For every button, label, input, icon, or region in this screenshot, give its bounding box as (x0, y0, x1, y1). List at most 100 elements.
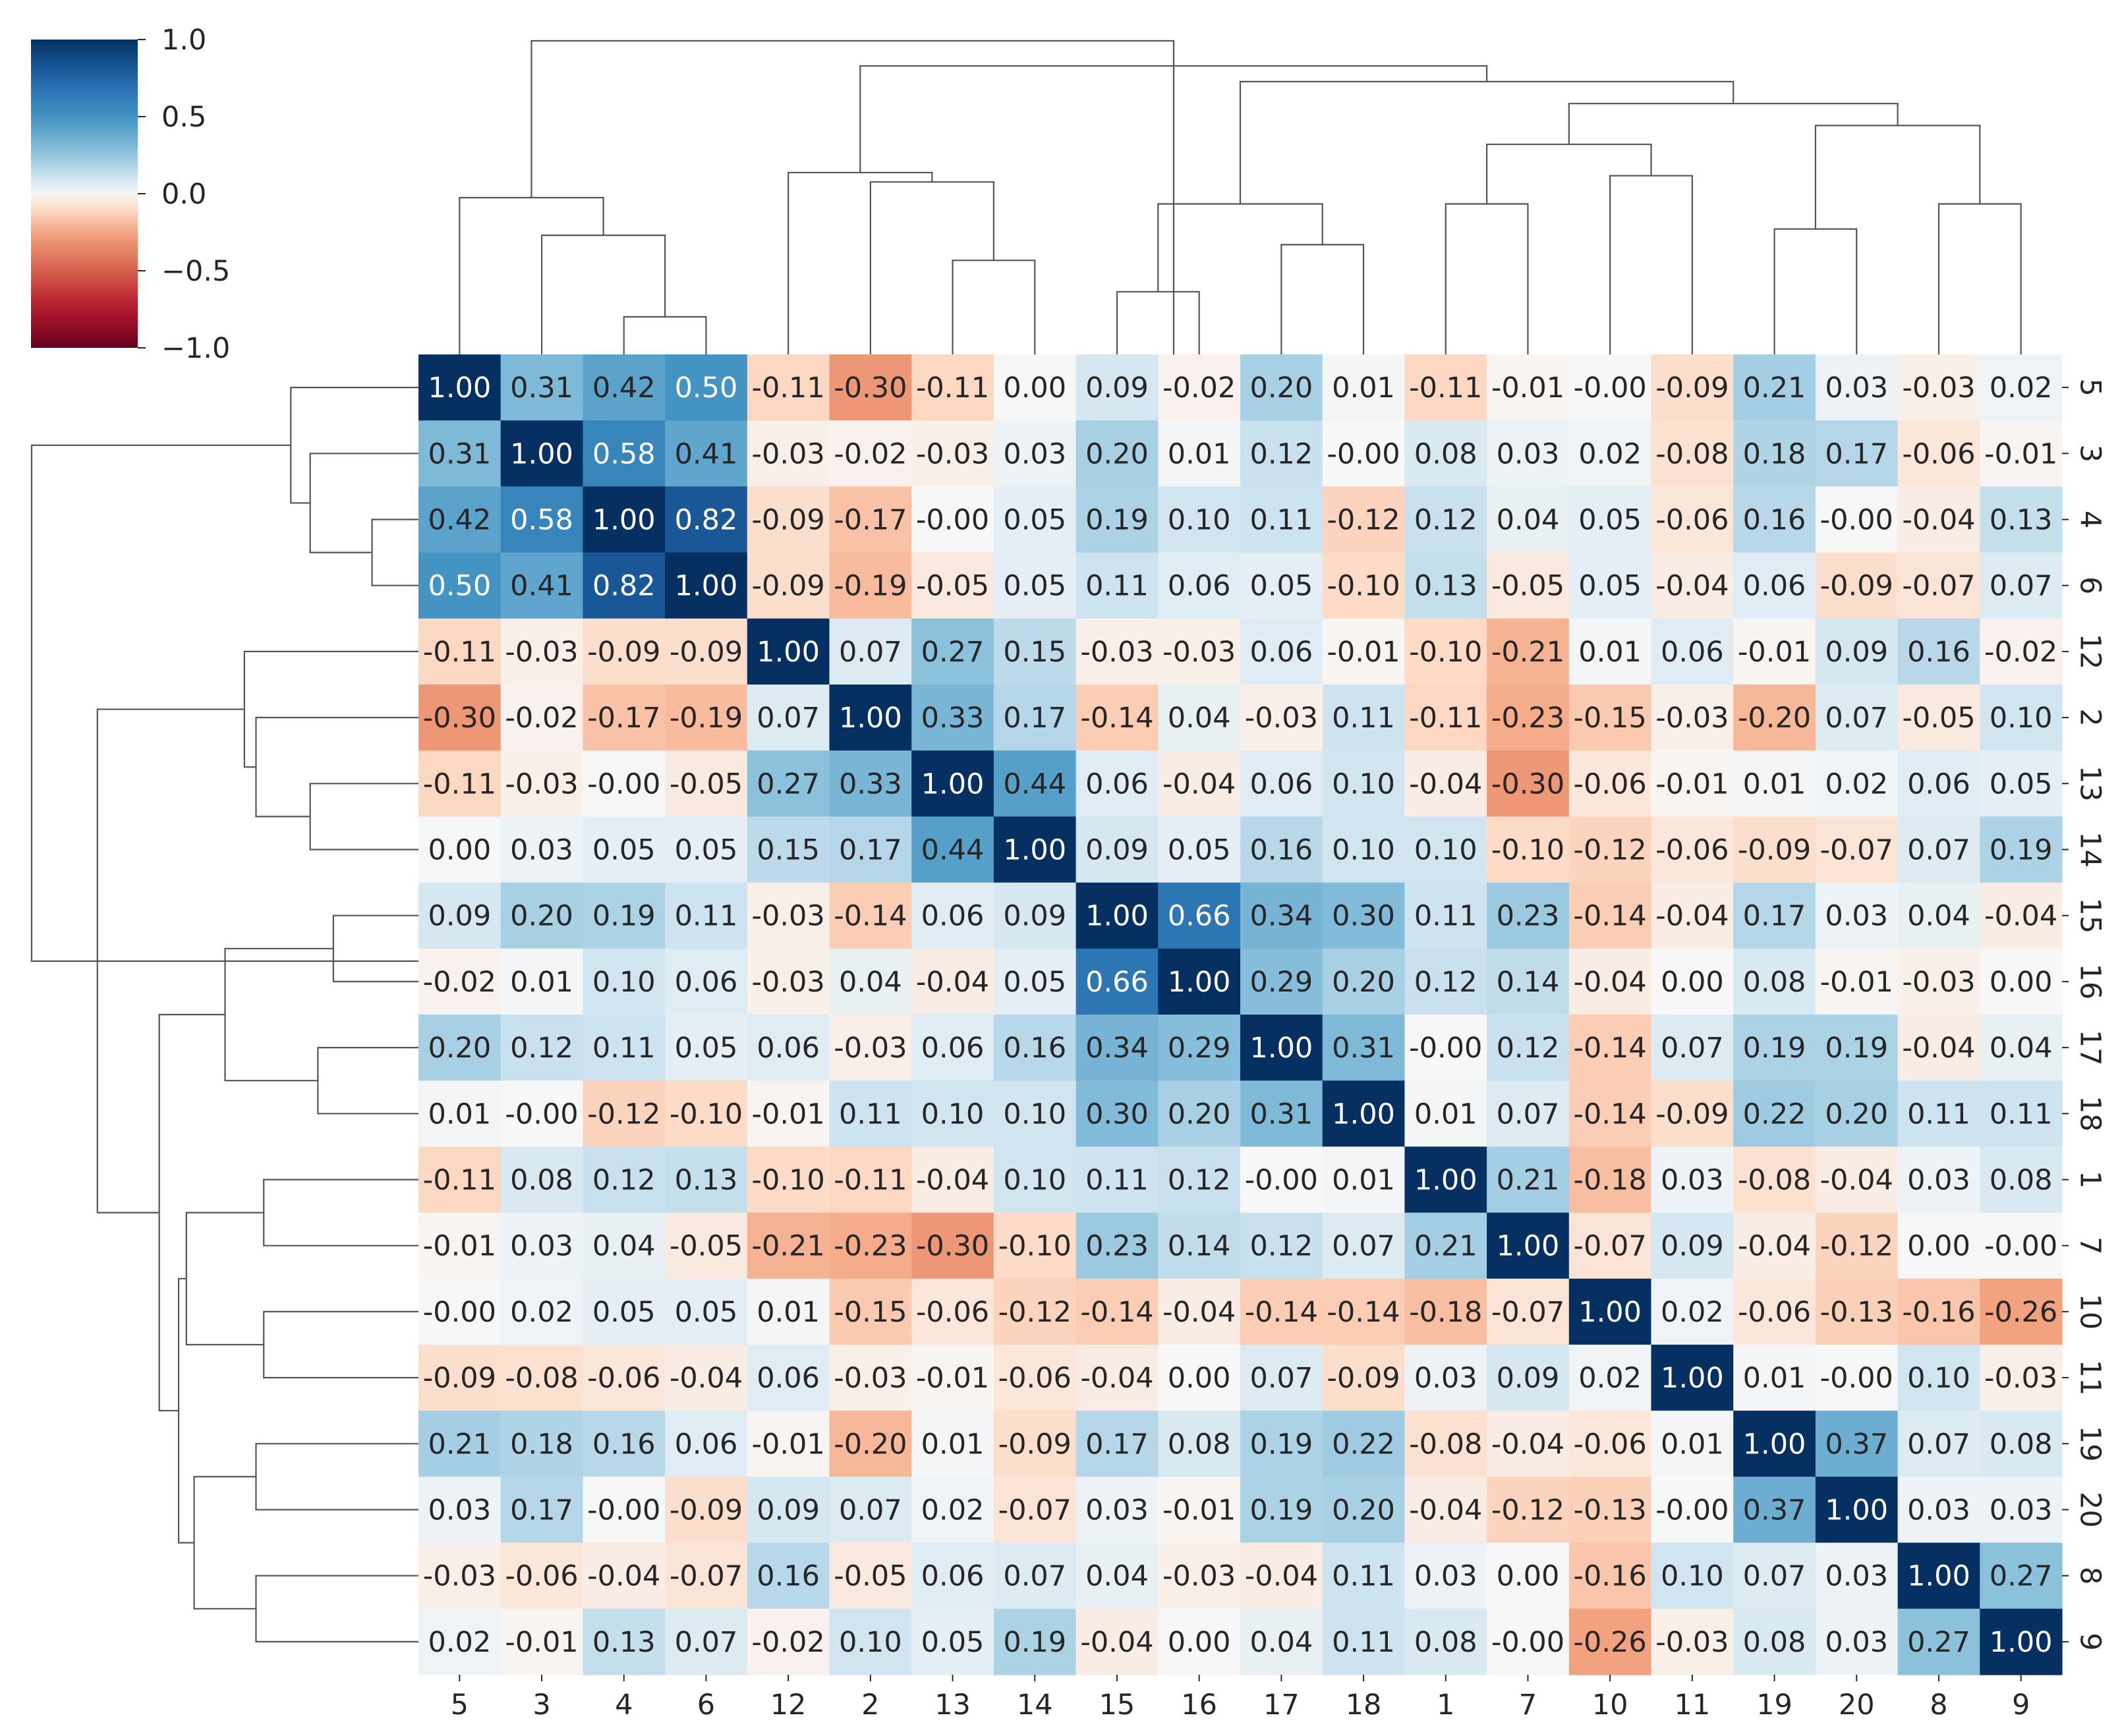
cell-value-20-3: 0.17 (510, 1494, 573, 1527)
heatmap-cell-7-9 (1980, 1212, 2063, 1279)
cell-value-6-11: -0.04 (1655, 570, 1729, 603)
cell-value-12-19: -0.01 (1738, 636, 1811, 669)
heatmap-cell-17-8 (1897, 1015, 1980, 1081)
cell-value-9-10: -0.26 (1574, 1626, 1647, 1659)
cell-value-7-5: -0.01 (423, 1230, 496, 1263)
heatmap-cell-12-16 (1158, 618, 1241, 685)
heatmap-cell-14-13 (911, 816, 994, 883)
y-tick-label-10: 10 (2074, 1294, 2107, 1330)
heatmap-cell-6-10 (1568, 552, 1652, 619)
heatmap-cell-12-18 (1322, 618, 1405, 685)
heatmap-cell-11-1 (1404, 1345, 1487, 1411)
heatmap-cell-8-18 (1322, 1542, 1405, 1610)
cell-value-16-4: 0.10 (592, 966, 656, 999)
cell-value-8-17: -0.04 (1245, 1560, 1318, 1593)
cell-value-10-5: -0.00 (423, 1296, 496, 1329)
cell-value-5-11: -0.09 (1655, 372, 1729, 405)
x-tick-label-12: 12 (770, 1689, 807, 1722)
cell-value-10-17: -0.14 (1245, 1296, 1318, 1329)
cell-value-9-13: 0.05 (921, 1626, 985, 1659)
cell-value-5-20: 0.03 (1825, 372, 1888, 405)
heatmap-cell-19-13 (911, 1411, 994, 1477)
cell-value-6-9: 0.07 (1990, 570, 2053, 603)
heatmap-cell-18-19 (1733, 1080, 1816, 1147)
colorbar-tick-label-4: −1.0 (161, 332, 230, 365)
heatmap-cell-11-8 (1897, 1345, 1980, 1411)
cell-value-4-6: 0.82 (675, 504, 738, 537)
cell-value-6-17: 0.05 (1249, 570, 1313, 603)
heatmap-cell-20-20 (1815, 1476, 1899, 1544)
heatmap-cell-1-14 (993, 1146, 1077, 1214)
y-tick-label-20: 20 (2074, 1492, 2107, 1528)
row-dendrogram-link-9 (263, 1179, 418, 1246)
cell-value-7-1: 0.21 (1414, 1230, 1477, 1263)
heatmap-cell-15-6 (665, 882, 748, 949)
heatmap-cell-15-9 (1980, 882, 2063, 949)
heatmap-cell-18-15 (1075, 1080, 1159, 1147)
row-dendrogram-link-1 (309, 453, 418, 553)
cell-value-18-3: -0.00 (505, 1098, 578, 1131)
heatmap-cell-9-15 (1075, 1608, 1159, 1675)
cell-value-11-19: 0.01 (1743, 1362, 1806, 1395)
cell-value-12-3: -0.03 (505, 636, 578, 669)
heatmap-cell-4-4 (583, 486, 666, 553)
cell-value-15-2: -0.14 (834, 900, 907, 933)
heatmap-cell-16-17 (1240, 948, 1323, 1015)
cell-value-14-16: 0.05 (1168, 834, 1231, 867)
cell-value-13-16: -0.04 (1162, 768, 1236, 800)
x-tick-label-14: 14 (1017, 1689, 1053, 1722)
cell-value-2-13: 0.33 (921, 702, 985, 735)
cell-value-15-7: 0.23 (1497, 900, 1560, 933)
cell-value-3-14: 0.03 (1003, 437, 1066, 470)
cell-value-10-4: 0.05 (592, 1296, 656, 1329)
heatmap-cell-1-17 (1240, 1146, 1323, 1214)
cell-value-17-14: 0.16 (1003, 1032, 1066, 1065)
heatmap-cell-14-2 (829, 816, 912, 883)
cell-value-19-9: 0.08 (1990, 1428, 2053, 1461)
heatmap-cell-15-3 (500, 882, 583, 949)
cell-value-15-18: 0.30 (1332, 900, 1395, 933)
heatmap-cell-18-11 (1651, 1080, 1734, 1147)
heatmap-cell-15-2 (829, 882, 912, 949)
cell-value-5-5: 1.00 (428, 372, 491, 405)
cell-value-15-9: -0.04 (1984, 900, 2057, 933)
heatmap-cell-1-8 (1897, 1146, 1980, 1214)
heatmap-cell-8-5 (418, 1542, 502, 1610)
heatmap-cell-7-10 (1568, 1212, 1652, 1279)
cell-value-9-2: 0.10 (839, 1626, 902, 1659)
cell-value-15-11: -0.04 (1655, 900, 1729, 933)
cell-value-12-10: 0.01 (1578, 636, 1642, 669)
heatmap-cell-19-7 (1487, 1411, 1570, 1477)
heatmap-cell-5-14 (993, 354, 1077, 421)
cell-value-3-11: -0.08 (1655, 437, 1729, 470)
cell-value-8-12: 0.16 (757, 1560, 820, 1593)
colorbar-tick-label-0: 1.0 (161, 24, 206, 57)
colorbar-tick-label-2: 0.0 (161, 178, 206, 211)
heatmap-cell-11-18 (1322, 1345, 1405, 1411)
cell-value-17-5: 0.20 (428, 1032, 491, 1065)
cell-value-16-5: -0.02 (423, 966, 496, 999)
cell-value-18-11: -0.09 (1655, 1098, 1729, 1131)
heatmap-cell-6-19 (1733, 552, 1816, 619)
heatmap-cell-8-8 (1897, 1542, 1980, 1610)
heatmap-cell-10-3 (500, 1278, 583, 1345)
cell-value-15-16: 0.66 (1168, 900, 1231, 933)
cell-value-3-15: 0.20 (1085, 437, 1149, 470)
heatmap-cell-14-14 (993, 816, 1077, 883)
heatmap-cell-11-4 (583, 1345, 666, 1411)
y-tick-label-18: 18 (2074, 1096, 2107, 1132)
row-dendrogram-link-18 (30, 444, 418, 962)
heatmap-cell-7-6 (665, 1212, 748, 1279)
cell-value-1-4: 0.12 (592, 1164, 656, 1197)
cell-value-6-12: -0.09 (752, 570, 825, 603)
heatmap-cell-10-18 (1322, 1278, 1405, 1345)
heatmap-cell-20-9 (1980, 1476, 2063, 1544)
column-dendrogram-link-6 (1116, 291, 1200, 354)
heatmap-cell-14-3 (500, 816, 583, 883)
y-tick-label-8: 8 (2074, 1567, 2107, 1584)
heatmap-cells (418, 354, 2063, 1675)
cell-value-13-17: 0.06 (1249, 768, 1313, 800)
heatmap-cell-6-12 (747, 552, 830, 619)
cell-value-10-15: -0.14 (1080, 1296, 1153, 1329)
heatmap-cell-12-1 (1404, 618, 1487, 685)
